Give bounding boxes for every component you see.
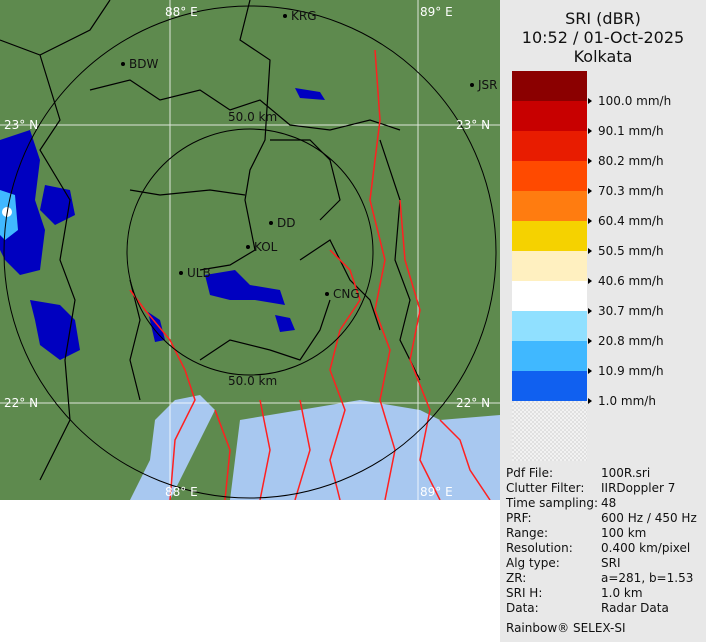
info-value: 600 Hz / 450 Hz [601,511,697,525]
place-ulb: ULB [179,266,211,280]
product-title: SRI (dBR) [565,9,641,28]
place-cng: CNG [325,287,360,301]
info-value: a=281, b=1.53 [601,571,694,585]
legend-panel: SRI (dBR) 10:52 / 01-Oct-2025 Kolkata 10… [500,0,706,642]
legend-label: 50.5 mm/h [588,244,664,258]
info-key: Alg type: [506,556,560,570]
lat-label: 22° N [4,396,39,410]
range-rings [3,5,497,499]
info-row: PRF: 600 Hz / 450 Hz [506,511,697,526]
info-key: Range: [506,526,549,540]
info-value: 100 km [601,526,647,540]
legend-label: 1.0 mm/h [588,394,656,408]
info-value: 100R.sri [601,466,651,480]
map-canvas [0,0,500,501]
legend-label: 100.0 mm/h [588,94,671,108]
info-value: Radar Data [601,601,669,615]
legend-swatch [512,371,587,401]
footer-brand: Rainbow® SELEX-SI [506,621,626,635]
info-key: SRI H: [506,586,543,600]
legend-label: 30.7 mm/h [588,304,664,318]
place-kol: KOL [246,240,277,254]
legend-label: 80.2 mm/h [588,154,664,168]
info-key: Pdf File: [506,466,554,480]
place-krg: KRG [283,9,317,23]
lon-label: 88° E [165,5,198,19]
radar-map[interactable]: 88° E 89° E 88° E 89° E 23° N 23° N 22° … [0,0,500,501]
district-borders [0,0,421,481]
legend-label: 90.1 mm/h [588,124,664,138]
place-dd: DD [269,216,295,230]
info-key: Resolution: [506,541,573,555]
info-value: 1.0 km [601,586,643,600]
info-row: Time sampling: 48 [506,496,697,511]
lat-label: 23° N [4,118,39,132]
info-row: Resolution: 0.400 km/pixel [506,541,697,556]
legend-label: 20.8 mm/h [588,334,664,348]
legend-label: 60.4 mm/h [588,214,664,228]
legend-swatch [512,311,587,341]
info-row: Pdf File: 100R.sri [506,466,697,481]
metadata-table: Pdf File: 100R.sri Clutter Filter: IIRDoppl… [506,466,697,616]
info-key: Time sampling: [506,496,599,510]
legend-label: 40.6 mm/h [588,274,664,288]
info-row: Data: Radar Data [506,601,697,616]
lat-label: 23° N [456,118,491,132]
rivers [129,49,491,501]
info-value: IIRDoppler 7 [601,481,676,495]
info-row: Clutter Filter: IIRDoppler 7 [506,481,697,496]
lon-label: 88° E [165,485,198,499]
legend-swatch [512,101,587,131]
info-row: Alg type: SRI [506,556,697,571]
legend-label: 70.3 mm/h [588,184,664,198]
range-label: 50.0 km [228,374,278,388]
range-label: 50.0 km [228,110,278,124]
info-value: SRI [601,556,621,570]
site-name: Kolkata [573,47,633,66]
legend-swatch [512,341,587,371]
info-value: 48 [601,496,617,510]
info-key: ZR: [506,571,527,585]
info-row: ZR: a=281, b=1.53 [506,571,697,586]
legend-swatch [512,251,587,281]
legend-label: 10.9 mm/h [588,364,664,378]
lat-label: 22° N [456,396,491,410]
legend-swatch [512,191,587,221]
legend-swatch [512,281,587,311]
place-bdw: BDW [121,57,158,71]
place-jsr: JSR [470,78,498,92]
legend-swatch [512,161,587,191]
legend-swatch [512,71,587,101]
datetime: 10:52 / 01-Oct-2025 [521,28,685,47]
graticule [0,0,500,500]
legend-nodata-swatch [512,401,587,461]
lon-label: 89° E [420,5,453,19]
sea [130,395,500,500]
info-key: PRF: [506,511,532,525]
legend-swatch [512,221,587,251]
info-key: Data: [506,601,539,615]
lon-label: 89° E [420,485,453,499]
legend-swatch [512,131,587,161]
info-key: Clutter Filter: [506,481,585,495]
info-value: 0.400 km/pixel [601,541,691,555]
info-row: SRI H: 1.0 km [506,586,697,601]
info-row: Range: 100 km [506,526,697,541]
